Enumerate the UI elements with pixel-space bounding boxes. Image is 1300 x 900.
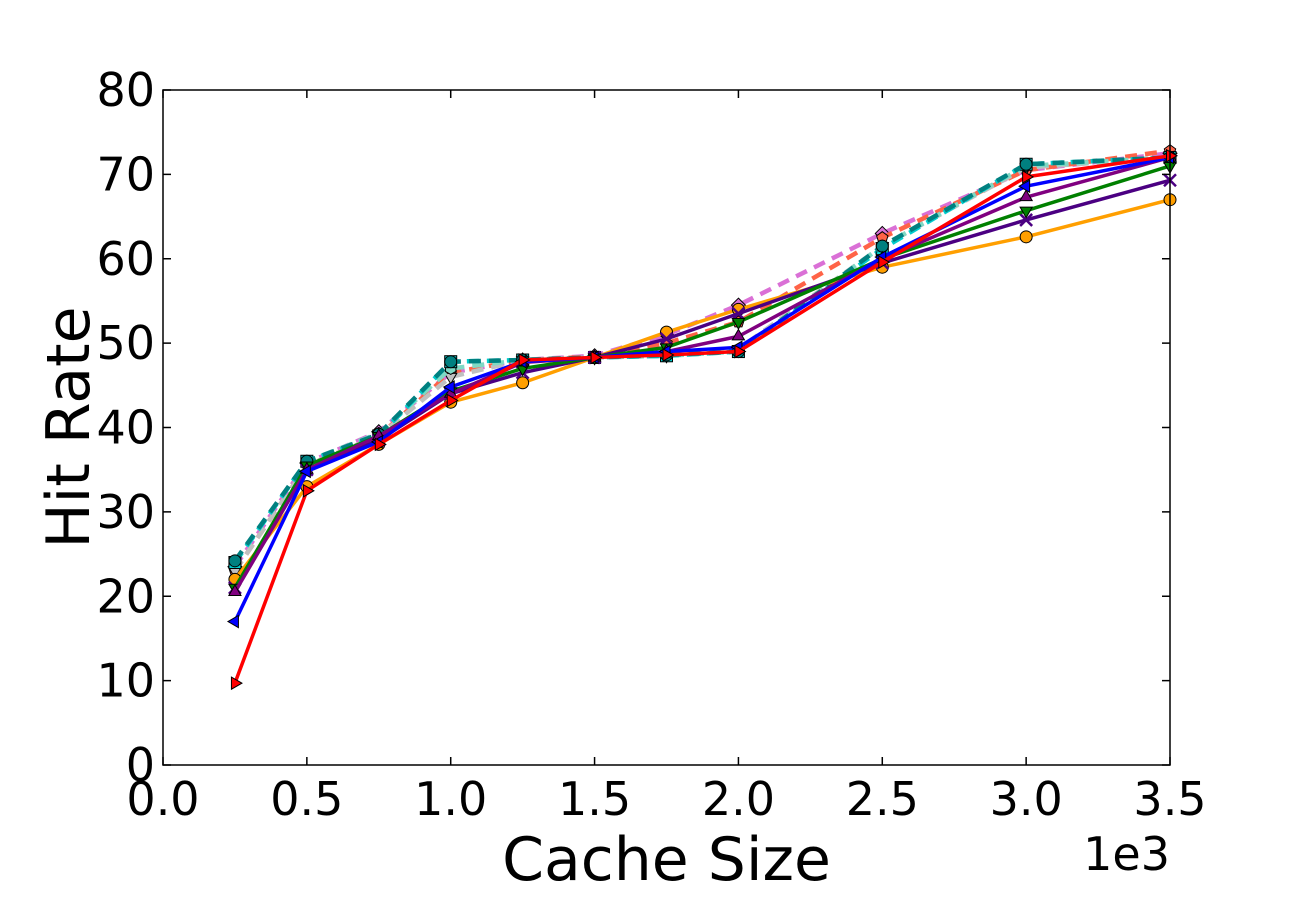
data-point — [731, 328, 746, 341]
data-point — [1019, 189, 1034, 202]
y-tick-label: 40 — [96, 401, 155, 455]
data-point — [228, 584, 242, 597]
data-point — [731, 306, 746, 321]
data-point — [442, 380, 455, 394]
data-point — [1019, 230, 1033, 244]
data-point — [1166, 148, 1179, 163]
data-point — [878, 255, 891, 270]
series-5 — [230, 148, 1179, 691]
x-tick-label: 1.0 — [414, 772, 487, 826]
x-tick-label: 0.5 — [270, 772, 343, 826]
x-axis-offset-label: 1e3 — [1083, 827, 1170, 881]
data-point — [662, 348, 675, 362]
y-tick-label: 60 — [96, 232, 155, 286]
data-point — [659, 332, 674, 346]
data-point — [230, 676, 243, 691]
y-tick-label: 20 — [96, 569, 155, 623]
data-point — [516, 376, 530, 390]
y-tick-label: 80 — [96, 63, 155, 117]
x-tick-label: 2.5 — [846, 772, 919, 826]
x-tick-label: 1.5 — [558, 772, 631, 826]
series-layer — [226, 144, 1179, 691]
data-point — [875, 239, 889, 253]
x-axis-title: Cache Size — [502, 825, 831, 895]
data-point — [518, 353, 531, 367]
data-point — [590, 350, 603, 365]
data-point — [1018, 179, 1031, 194]
data-point — [1019, 206, 1034, 219]
x-tick-label: 0.0 — [126, 772, 199, 826]
x-tick-label: 3.5 — [1133, 772, 1206, 826]
data-point — [226, 614, 239, 629]
y-tick-label: 50 — [96, 316, 155, 370]
data-point — [1022, 169, 1035, 184]
y-tick-label: 10 — [96, 654, 155, 708]
data-point — [298, 464, 311, 479]
data-point — [302, 483, 315, 498]
data-point — [444, 355, 458, 369]
x-tick-label: 3.0 — [990, 772, 1063, 826]
data-point — [734, 344, 747, 359]
data-point — [374, 437, 387, 452]
y-tick-label: 30 — [96, 485, 155, 539]
data-point — [1019, 157, 1033, 171]
data-point — [228, 554, 242, 568]
data-point — [1019, 213, 1034, 227]
data-point — [446, 393, 459, 408]
x-tick-label: 2.0 — [702, 772, 775, 826]
y-axis-title: Hit Rate — [34, 307, 104, 549]
data-point — [731, 318, 746, 331]
y-tick-label: 70 — [96, 147, 155, 201]
ticks-layer: 0.0 0.5 1.0 1.5 2.0 2.5 3.0 3.5 0 10 20 30 40 50 60 70 8… — [96, 63, 1206, 826]
y-tick-label: 0 — [126, 738, 155, 792]
